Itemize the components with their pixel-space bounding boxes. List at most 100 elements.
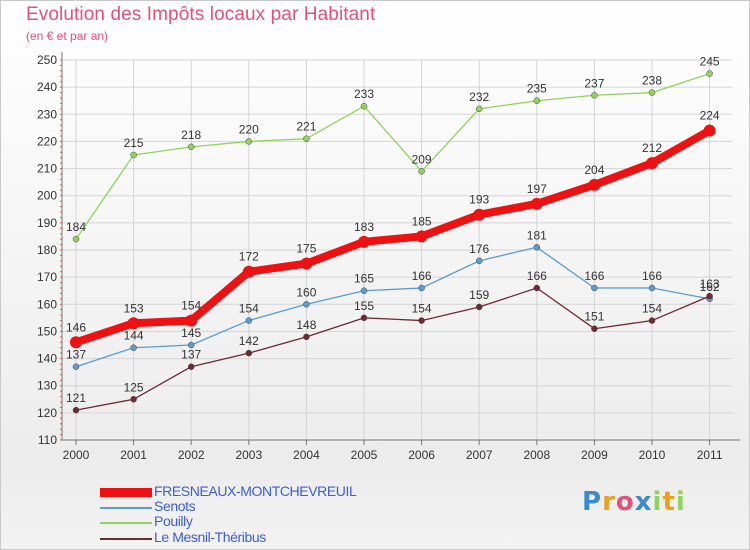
data-point-pouilly (706, 70, 713, 77)
data-label-senots: 144 (124, 329, 144, 343)
data-point-senots (591, 284, 598, 292)
x-tick-label: 2009 (581, 448, 608, 462)
legend-item-pouilly: Pouilly (100, 513, 500, 531)
data-point-fresneaux-montchevreuil (415, 230, 428, 243)
data-label-fresneaux-montchevreuil: 197 (527, 182, 547, 196)
y-tick-label: 160 (37, 297, 57, 311)
data-point-fresneaux-montchevreuil (358, 235, 370, 248)
x-tick-label: 2001 (120, 448, 147, 462)
data-point-pouilly (130, 151, 137, 159)
data-point-le-mesnil-th-ribus (187, 363, 195, 370)
logo-letter: x (634, 487, 653, 517)
data-label-senots: 165 (354, 272, 374, 286)
y-tick-label: 190 (37, 216, 57, 230)
x-tick-label: 2007 (466, 448, 493, 462)
data-label-fresneaux-montchevreuil: 172 (239, 250, 259, 264)
data-point-le-mesnil-th-ribus (72, 406, 80, 414)
logo-letter: i (675, 487, 686, 517)
x-tick-label: 2004 (293, 448, 320, 462)
legend-item-mesnil: Le Mesnil-Théribus (100, 529, 500, 547)
data-label-senots: 176 (469, 242, 489, 256)
x-tick-label: 2008 (523, 448, 550, 462)
data-label-senots: 181 (527, 228, 547, 242)
series-line-fresneaux-montchevreuil (72, 126, 714, 347)
data-label-le-mesnil-th-ribus: 151 (584, 310, 604, 324)
data-point-senots (187, 341, 195, 349)
data-point-pouilly (187, 143, 195, 151)
data-point-senots (303, 301, 310, 308)
data-label-le-mesnil-th-ribus: 155 (354, 299, 374, 313)
data-label-pouilly: 221 (296, 120, 316, 134)
logo-letter: o (615, 487, 635, 517)
x-tick-label: 2010 (639, 448, 666, 462)
data-point-fresneaux-montchevreuil (588, 178, 601, 191)
data-label-fresneaux-montchevreuil: 204 (584, 163, 604, 177)
legend-label-pouilly: Pouilly (154, 513, 193, 529)
data-point-senots (533, 244, 541, 251)
data-point-le-mesnil-th-ribus (130, 396, 137, 403)
data-point-fresneaux-montchevreuil (703, 124, 716, 137)
legend-swatch-mesnil (100, 538, 152, 540)
x-tick-label: 2002 (178, 448, 205, 462)
legend-label-mesnil: Le Mesnil-Théribus (154, 529, 266, 545)
data-label-senots: 160 (296, 285, 316, 299)
y-tick-label: 140 (37, 352, 57, 366)
data-label-le-mesnil-th-ribus: 148 (296, 318, 316, 332)
legend-swatch-pouilly (100, 522, 152, 524)
data-label-pouilly: 232 (469, 90, 489, 104)
series-line-le-mesnil-th-ribus (75, 287, 711, 411)
series-line-pouilly (75, 72, 711, 240)
proxiti-logo: Proxiti (582, 487, 686, 517)
data-point-pouilly (475, 105, 483, 113)
data-point-pouilly (591, 92, 598, 99)
logo-letter: r (602, 487, 616, 517)
x-tick-label: 2011 (697, 448, 723, 462)
x-tick-label: 2005 (351, 448, 378, 462)
data-label-senots: 154 (239, 302, 259, 316)
legend-label-senots: Senots (154, 498, 196, 514)
y-tick-label: 170 (37, 270, 57, 284)
data-point-pouilly (360, 102, 368, 110)
legend-item-senots: Senots (100, 498, 500, 516)
data-label-pouilly: 215 (124, 136, 144, 150)
chart-subtitle: (en € et par an) (26, 29, 109, 43)
data-point-pouilly (303, 135, 310, 142)
data-point-senots (648, 284, 656, 292)
data-label-pouilly: 218 (181, 128, 201, 142)
data-point-le-mesnil-th-ribus (303, 333, 310, 341)
data-point-le-mesnil-th-ribus (591, 325, 598, 332)
legend-item-fresneaux: FRESNEAUX-MONTCHEVREUIL (100, 483, 500, 501)
data-label-le-mesnil-th-ribus: 121 (66, 391, 86, 405)
data-point-senots (418, 284, 425, 292)
data-label-le-mesnil-th-ribus: 142 (239, 334, 259, 348)
data-label-senots: 166 (642, 269, 662, 283)
y-tick-label: 230 (37, 107, 57, 121)
data-point-le-mesnil-th-ribus (360, 314, 368, 322)
data-point-senots (360, 287, 368, 294)
y-tick-label: 220 (37, 134, 57, 148)
data-label-fresneaux-montchevreuil: 146 (66, 320, 86, 334)
data-label-pouilly: 184 (66, 220, 86, 234)
logo-letter: P (582, 487, 603, 517)
data-point-fresneaux-montchevreuil (473, 208, 486, 221)
data-label-pouilly: 233 (354, 87, 374, 101)
data-point-fresneaux-montchevreuil (185, 314, 198, 327)
data-label-senots: 166 (412, 269, 432, 283)
data-label-fresneaux-montchevreuil: 212 (642, 141, 662, 155)
data-label-le-mesnil-th-ribus: 154 (642, 302, 662, 316)
data-point-pouilly (648, 89, 656, 96)
data-point-fresneaux-montchevreuil (242, 265, 255, 278)
data-point-senots (130, 344, 137, 351)
data-label-fresneaux-montchevreuil: 224 (700, 109, 720, 123)
logo-letter: i (652, 487, 663, 517)
data-point-le-mesnil-th-ribus (648, 317, 656, 324)
data-point-pouilly (72, 235, 80, 243)
data-label-le-mesnil-th-ribus: 163 (700, 277, 720, 291)
data-label-fresneaux-montchevreuil: 183 (354, 220, 374, 234)
data-point-fresneaux-montchevreuil (646, 157, 658, 170)
data-point-pouilly (533, 97, 541, 104)
data-label-pouilly: 237 (584, 76, 604, 90)
data-label-le-mesnil-th-ribus: 166 (527, 269, 547, 283)
y-tick-label: 110 (38, 433, 57, 447)
data-point-fresneaux-montchevreuil (127, 317, 140, 330)
